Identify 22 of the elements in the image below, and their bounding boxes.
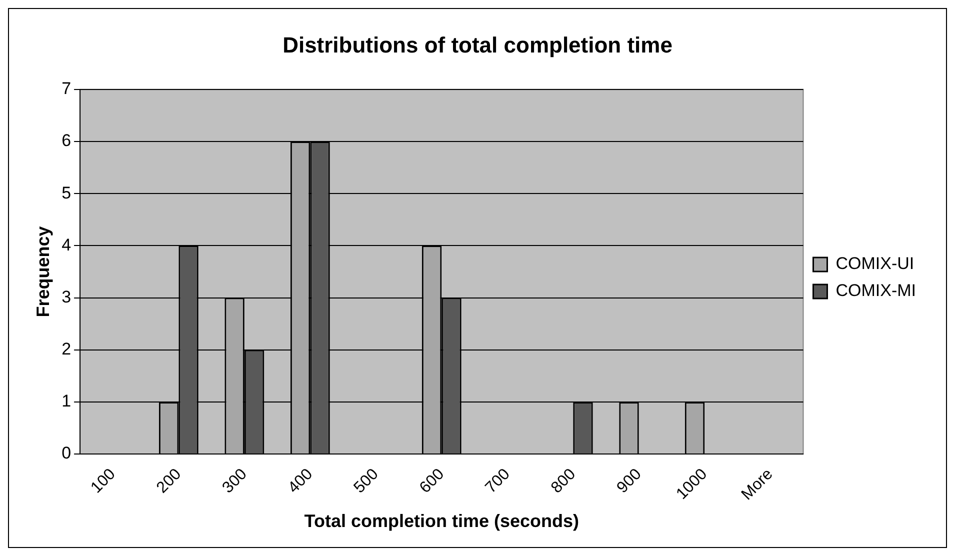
x-tick-label: 300 bbox=[219, 466, 250, 497]
y-axis-title: Frequency bbox=[32, 226, 53, 318]
y-tick-label: 5 bbox=[62, 183, 72, 202]
x-tick-label: 400 bbox=[285, 466, 316, 497]
x-tick-label: 600 bbox=[416, 466, 448, 497]
y-tick-label: 3 bbox=[62, 287, 72, 306]
x-tick-label: 700 bbox=[482, 466, 514, 497]
y-tick-label: 1 bbox=[62, 392, 72, 411]
x-tick-label: 800 bbox=[548, 466, 580, 497]
legend-label: COMIX-UI bbox=[836, 254, 914, 274]
chart-title: Distributions of total completion time bbox=[282, 32, 672, 58]
x-tick-label: 500 bbox=[350, 466, 382, 497]
y-tick-label: 4 bbox=[62, 235, 72, 254]
y-tick-label: 0 bbox=[62, 444, 72, 463]
x-axis-title: Total completion time (seconds) bbox=[304, 511, 579, 532]
y-tick-label: 2 bbox=[62, 340, 72, 359]
legend-label: COMIX-MI bbox=[836, 281, 916, 300]
x-tick-label: 100 bbox=[88, 466, 119, 497]
x-tick-label: 200 bbox=[154, 466, 185, 497]
x-tick-label: 900 bbox=[614, 466, 645, 497]
y-tick-label: 6 bbox=[62, 131, 72, 150]
y-tick-label: 7 bbox=[62, 79, 72, 98]
